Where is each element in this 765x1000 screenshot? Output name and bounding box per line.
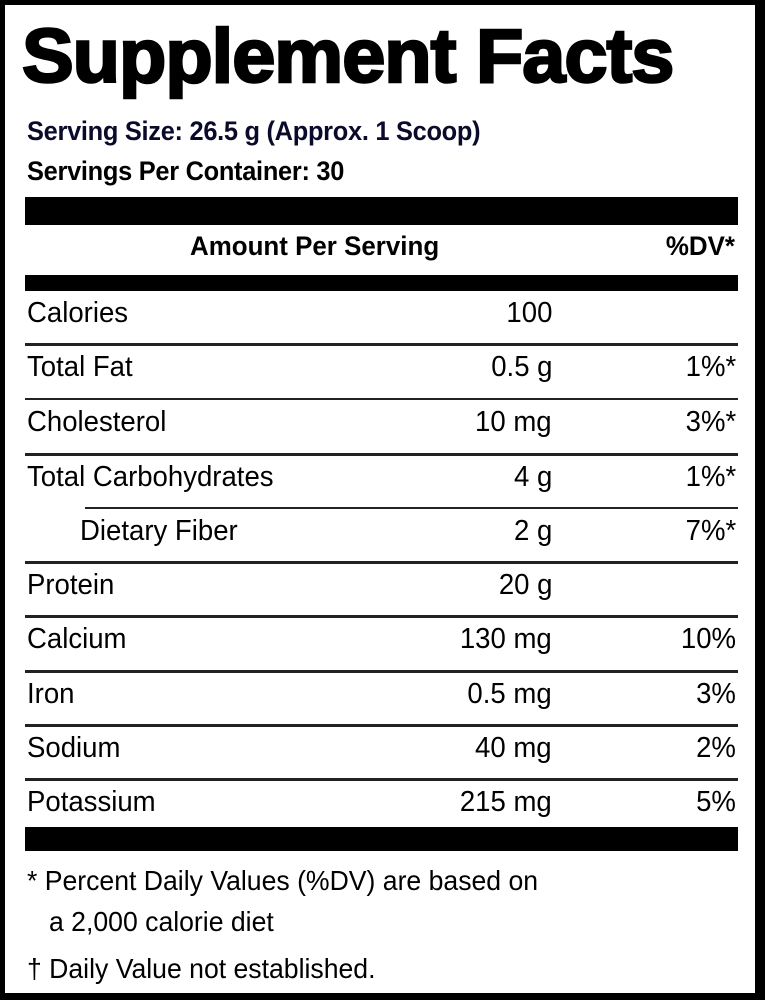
serving-size: Serving Size: 26.5 g (Approx. 1 Scoop) [27, 116, 481, 146]
nutrient-dv: 7%* [685, 515, 736, 547]
row-divider [25, 453, 738, 456]
nutrient-row-potassium: Potassium 215 mg 5% [25, 780, 738, 834]
nutrient-row-calories: Calories 100 [25, 291, 738, 345]
nutrient-amount: 215 mg [460, 786, 552, 818]
nutrient-amount: 0.5 mg [467, 678, 552, 710]
nutrient-amount: 130 mg [460, 623, 552, 655]
nutrient-dv: 5% [696, 786, 736, 818]
column-header-dv: %DV* [665, 231, 735, 261]
row-divider-indented [85, 507, 738, 509]
thick-divider-header [25, 275, 738, 291]
nutrient-name: Dietary Fiber [80, 515, 238, 547]
nutrient-name: Total Fat [27, 351, 133, 383]
row-divider [25, 561, 738, 564]
supplement-facts-label: Supplement Facts Serving Size: 26.5 g (A… [5, 5, 755, 993]
nutrient-amount: 10 mg [475, 406, 552, 438]
row-divider [25, 343, 738, 346]
nutrient-amount: 20 g [498, 569, 552, 601]
nutrient-amount: 100 [506, 297, 552, 329]
nutrient-name: Sodium [27, 732, 121, 764]
nutrient-row-total-fat: Total Fat 0.5 g 1%* [25, 345, 738, 399]
nutrient-dv: 10% [680, 623, 736, 655]
footnote-dv-basis-cont: a 2,000 calorie diet [49, 906, 274, 937]
column-header-amount: Amount Per Serving [190, 231, 440, 261]
nutrient-name: Protein [27, 569, 115, 601]
nutrient-dv: 3%* [685, 406, 736, 438]
nutrient-row-iron: Iron 0.5 mg 3% [25, 672, 738, 726]
label-title: Supplement Facts [21, 14, 676, 99]
nutrient-name: Iron [27, 678, 75, 710]
nutrient-amount: 40 mg [475, 732, 552, 764]
nutrient-amount: 0.5 g [490, 351, 552, 383]
nutrient-row-sodium: Sodium 40 mg 2% [25, 726, 738, 780]
footnote-dv-not-established: † Daily Value not established. [27, 953, 376, 984]
nutrient-name: Calories [27, 297, 129, 329]
nutrient-row-cholesterol: Cholesterol 10 mg 3%* [25, 400, 738, 454]
row-divider [25, 398, 738, 400]
nutrient-name: Cholesterol [27, 406, 167, 438]
nutrient-name: Total Carbohydrates [27, 461, 274, 493]
thick-divider-bottom [25, 827, 738, 851]
thick-divider-top [25, 197, 738, 225]
nutrient-row-calcium: Calcium 130 mg 10% [25, 617, 738, 671]
servings-per-container: Servings Per Container: 30 [27, 156, 345, 186]
row-divider [25, 615, 738, 618]
nutrient-row-total-carbohydrates: Total Carbohydrates 4 g 1%* [25, 455, 738, 509]
row-divider [25, 724, 738, 727]
nutrient-dv: 2% [696, 732, 736, 764]
nutrient-name: Calcium [27, 623, 127, 655]
nutrient-dv: 3% [696, 678, 736, 710]
nutrient-amount: 2 g [513, 515, 552, 547]
nutrient-name: Potassium [27, 786, 156, 818]
footnote-dv-basis: * Percent Daily Values (%DV) are based o… [27, 865, 539, 896]
nutrient-row-dietary-fiber: Dietary Fiber 2 g 7%* [25, 509, 738, 563]
row-divider [25, 778, 738, 781]
nutrient-dv: 1%* [685, 351, 736, 383]
nutrient-row-protein: Protein 20 g [25, 563, 738, 617]
nutrient-dv: 1%* [685, 461, 736, 493]
nutrient-amount: 4 g [513, 461, 552, 493]
row-divider [25, 670, 738, 673]
